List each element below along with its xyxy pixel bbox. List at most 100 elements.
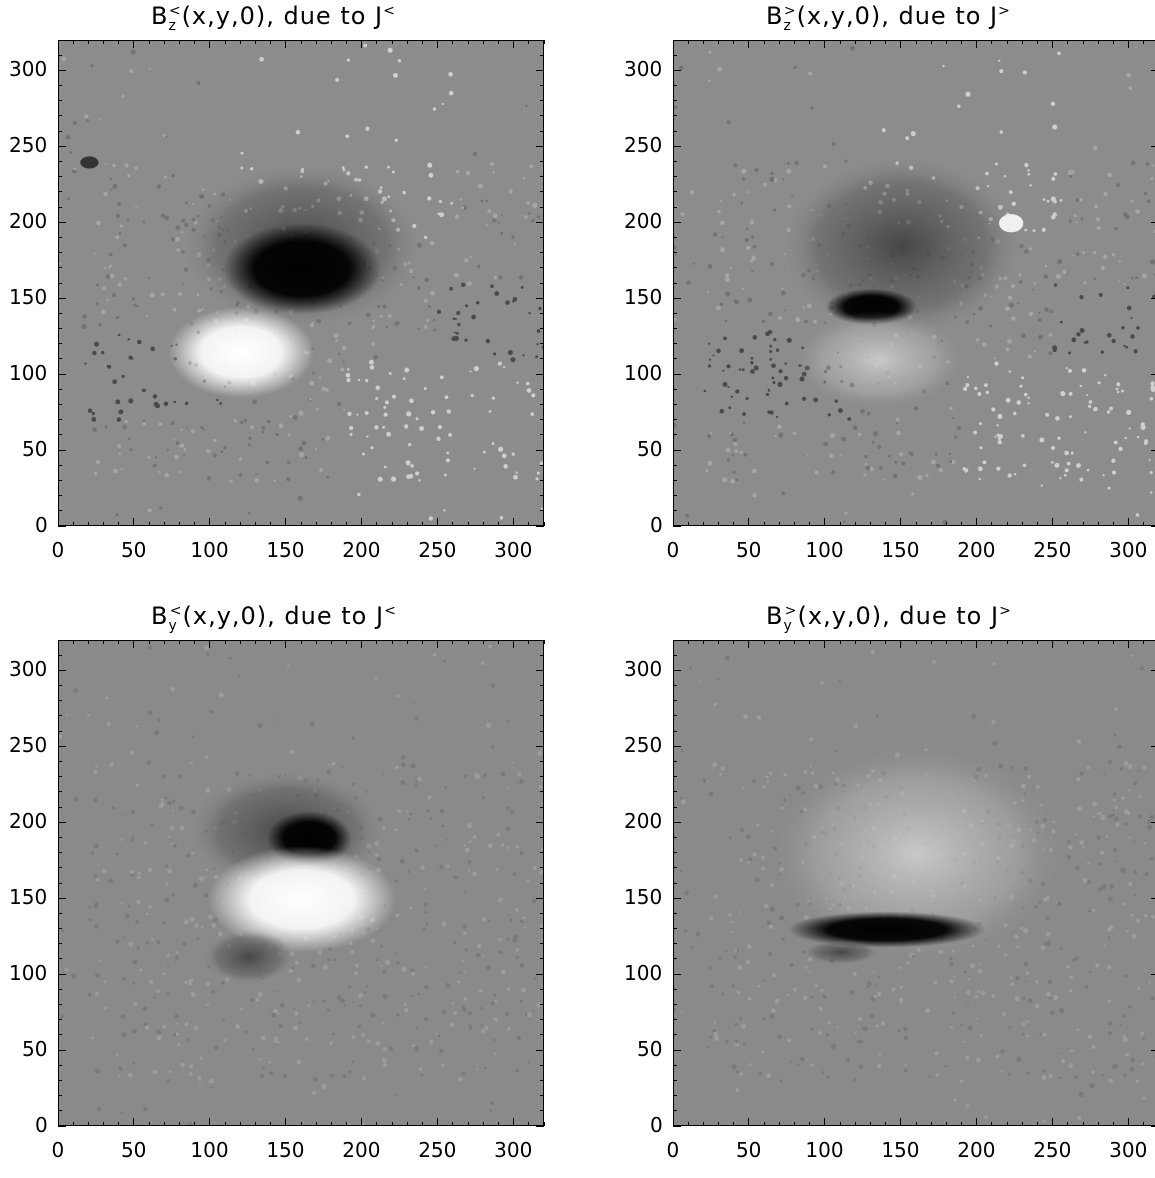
y-tick bbox=[58, 731, 62, 732]
speckle bbox=[343, 1074, 347, 1078]
speckle bbox=[316, 408, 319, 411]
speckle bbox=[214, 1045, 218, 1049]
speckle bbox=[1012, 202, 1016, 206]
speckle bbox=[362, 1076, 366, 1080]
speckle bbox=[95, 973, 100, 978]
speckle bbox=[867, 412, 871, 416]
speckle bbox=[131, 810, 135, 814]
speckle bbox=[442, 1010, 446, 1014]
speckle bbox=[708, 364, 711, 367]
y-tick bbox=[536, 1126, 544, 1127]
speckle bbox=[1035, 980, 1038, 983]
x-tick bbox=[58, 640, 59, 648]
speckle bbox=[537, 329, 541, 333]
speckle bbox=[1052, 124, 1057, 129]
speckle bbox=[135, 920, 139, 924]
x-tick bbox=[118, 640, 119, 644]
x-tick bbox=[961, 640, 962, 644]
x-tick bbox=[240, 40, 241, 44]
speckle bbox=[991, 719, 995, 723]
speckle bbox=[1005, 306, 1010, 311]
speckle bbox=[1098, 381, 1101, 384]
speckle bbox=[708, 79, 711, 82]
speckle bbox=[307, 1004, 310, 1007]
speckle bbox=[197, 309, 201, 313]
speckle bbox=[770, 883, 774, 887]
speckle bbox=[286, 477, 290, 481]
speckle bbox=[372, 325, 375, 328]
speckle bbox=[931, 460, 936, 465]
panel-title: Bz>(x,y,0), due to J> bbox=[766, 2, 1011, 34]
speckle bbox=[176, 441, 180, 445]
speckle bbox=[481, 661, 485, 665]
speckle bbox=[109, 762, 113, 766]
speckle bbox=[183, 454, 185, 456]
speckle bbox=[152, 1069, 157, 1074]
speckle bbox=[170, 843, 173, 846]
x-tick bbox=[946, 40, 947, 44]
speckle bbox=[474, 366, 479, 371]
speckle bbox=[207, 476, 211, 480]
speckle bbox=[710, 984, 715, 989]
speckle bbox=[365, 379, 368, 382]
speckle bbox=[64, 968, 68, 972]
speckle bbox=[721, 767, 725, 771]
speckle bbox=[1140, 667, 1144, 671]
speckle bbox=[766, 1073, 771, 1078]
speckle bbox=[241, 152, 244, 155]
speckle bbox=[430, 241, 435, 246]
y-tick bbox=[673, 1080, 677, 1081]
speckle bbox=[296, 130, 300, 134]
speckle bbox=[310, 721, 315, 726]
speckle bbox=[1079, 840, 1084, 845]
speckle bbox=[252, 399, 257, 404]
speckle bbox=[1151, 997, 1154, 1000]
speckle bbox=[206, 1004, 209, 1007]
speckle bbox=[747, 298, 752, 303]
x-tick bbox=[149, 40, 150, 44]
speckle bbox=[723, 337, 727, 341]
speckle bbox=[813, 320, 817, 324]
speckle bbox=[398, 59, 401, 62]
heatmap-image bbox=[673, 640, 1155, 1126]
speckle bbox=[769, 772, 773, 776]
speckle bbox=[981, 991, 986, 996]
speckle bbox=[197, 1076, 201, 1080]
y-tick bbox=[673, 1004, 677, 1005]
speckle bbox=[830, 433, 835, 438]
speckle bbox=[783, 798, 786, 801]
speckle bbox=[778, 316, 782, 320]
speckle bbox=[315, 448, 317, 450]
speckle bbox=[761, 855, 765, 859]
speckle bbox=[436, 1033, 438, 1035]
speckle bbox=[1072, 959, 1075, 962]
speckle bbox=[1024, 249, 1029, 254]
speckle bbox=[992, 994, 996, 998]
speckle bbox=[414, 784, 417, 787]
speckle bbox=[191, 429, 195, 433]
speckle bbox=[395, 1094, 397, 1096]
speckle bbox=[762, 1017, 765, 1020]
speckle bbox=[118, 1075, 121, 1078]
speckle bbox=[525, 104, 528, 107]
speckle bbox=[1144, 872, 1148, 876]
speckle bbox=[441, 825, 444, 828]
speckle bbox=[1023, 464, 1026, 467]
speckle bbox=[352, 1035, 356, 1039]
y-tick bbox=[673, 943, 677, 944]
speckle bbox=[863, 1027, 868, 1032]
speckle bbox=[365, 411, 369, 415]
x-tick bbox=[422, 522, 423, 526]
y-tick bbox=[58, 1126, 66, 1127]
x-tick bbox=[1007, 640, 1008, 644]
speckle bbox=[903, 1027, 907, 1031]
speckle bbox=[957, 426, 961, 430]
x-tick bbox=[225, 40, 226, 44]
x-tick bbox=[544, 640, 545, 644]
speckle bbox=[1099, 293, 1103, 297]
speckle bbox=[1045, 264, 1048, 267]
speckle bbox=[484, 1026, 488, 1030]
speckle bbox=[424, 985, 429, 990]
speckle bbox=[1125, 346, 1128, 349]
speckle bbox=[787, 204, 791, 208]
